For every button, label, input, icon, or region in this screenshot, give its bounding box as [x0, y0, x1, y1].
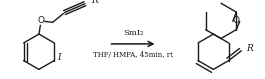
Text: R: R	[91, 0, 98, 5]
Text: R: R	[246, 44, 253, 53]
Text: THF/ HMPA, 45min, rt: THF/ HMPA, 45min, rt	[93, 51, 173, 59]
Text: SmI₂: SmI₂	[123, 29, 143, 37]
Text: O: O	[37, 16, 44, 25]
Text: O: O	[233, 16, 240, 25]
Text: I: I	[57, 53, 61, 62]
